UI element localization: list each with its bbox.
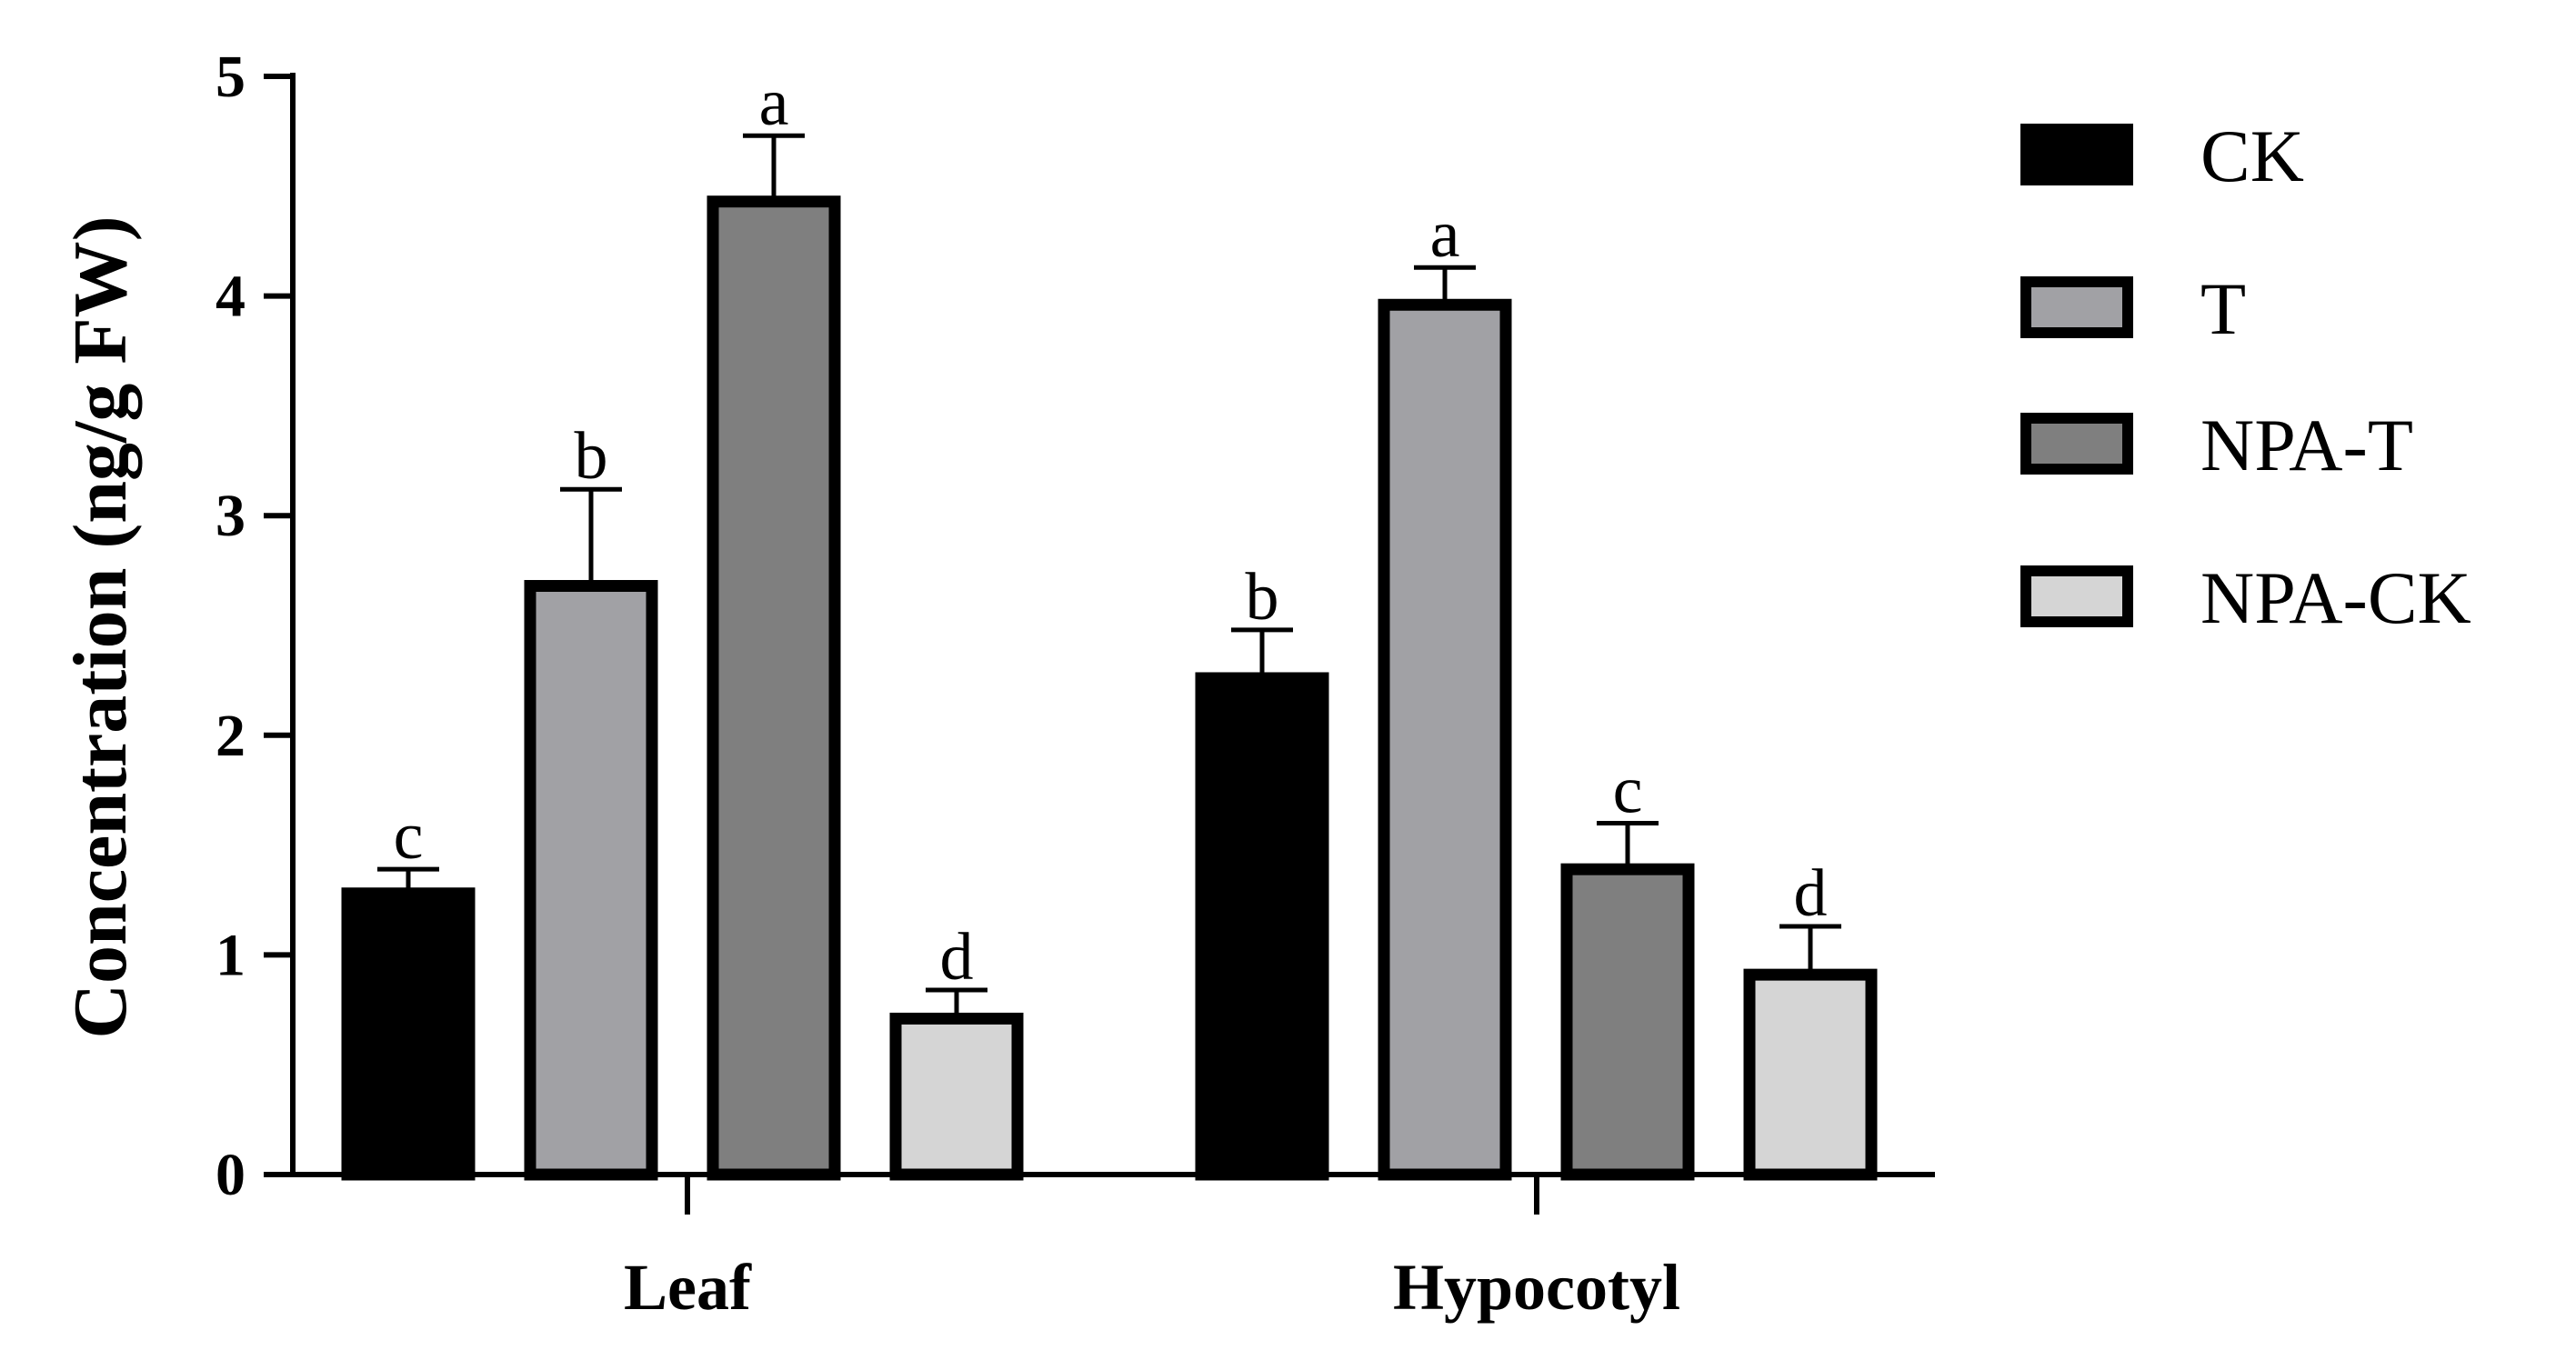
y-axis-title: Concentration (ng/g FW) xyxy=(58,215,143,1038)
legend-label-t: T xyxy=(2200,267,2246,350)
legend-label-npa-t: NPA-T xyxy=(2200,404,2413,486)
significance-label-npa-t-hypocotyl: c xyxy=(1613,753,1643,827)
plot-area: c b b a a c d d xyxy=(341,65,1878,1181)
legend-swatch-ck xyxy=(2020,124,2133,185)
legend: CK T NPA-T NPA-CK xyxy=(2020,115,2471,639)
bar-npa-ck-leaf xyxy=(889,1012,1024,1181)
legend-swatch-npa-t xyxy=(2020,413,2133,475)
significance-label-t-leaf: b xyxy=(575,419,608,494)
significance-label-ck-hypocotyl: b xyxy=(1246,560,1279,635)
axes: 0 1 2 3 4 5 Leaf Hypocotyl Concentration (ng/g F… xyxy=(58,44,1935,1324)
bar-npa-ck-hypocotyl xyxy=(1743,968,1878,1181)
y-tick-label: 2 xyxy=(216,703,246,769)
x-category-label-hypocotyl: Hypocotyl xyxy=(1393,1251,1680,1324)
y-tick-label: 5 xyxy=(216,44,246,110)
bar-npa-t-hypocotyl xyxy=(1560,863,1695,1181)
significance-label-npa-ck-hypocotyl: d xyxy=(1794,856,1828,931)
y-tick-label: 3 xyxy=(216,483,246,549)
significance-label-npa-t-leaf: a xyxy=(759,65,789,140)
bar-ck-hypocotyl xyxy=(1195,672,1329,1181)
bar-t-leaf xyxy=(524,580,658,1181)
significance-label-ck-leaf: c xyxy=(394,799,424,874)
y-tick-label: 4 xyxy=(216,264,246,330)
significance-label-t-hypocotyl: a xyxy=(1430,197,1460,272)
bar-t-hypocotyl xyxy=(1378,298,1512,1181)
legend-swatch-npa-ck xyxy=(2020,565,2133,627)
x-category-label-leaf: Leaf xyxy=(624,1251,752,1324)
y-tick-label: 1 xyxy=(216,922,246,988)
legend-label-npa-ck: NPA-CK xyxy=(2200,556,2471,639)
legend-swatch-t xyxy=(2020,276,2133,338)
significance-label-npa-ck-leaf: d xyxy=(940,920,974,995)
bar-npa-t-leaf xyxy=(707,195,841,1181)
bar-ck-leaf xyxy=(341,887,476,1181)
legend-label-ck: CK xyxy=(2200,115,2304,197)
y-tick-label: 0 xyxy=(216,1142,246,1208)
